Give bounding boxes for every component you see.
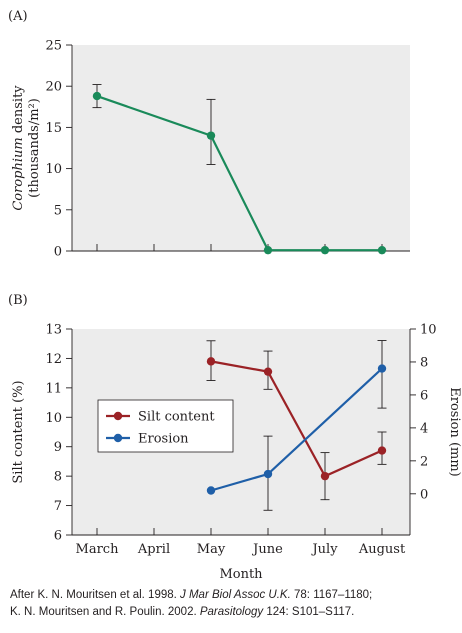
panel-b-right-tick-label: 8 bbox=[420, 355, 428, 370]
panel-b-erosion-point bbox=[263, 469, 273, 479]
panel-b-x-tick-label: May bbox=[197, 542, 226, 557]
panel-a-density-point bbox=[263, 245, 273, 255]
panel-a-left-tick-label: 20 bbox=[45, 80, 62, 95]
panel-a-density-point bbox=[92, 91, 102, 101]
panel-b-x-tick-label: June bbox=[251, 542, 283, 557]
panel-b-erosion-point bbox=[377, 364, 387, 373]
panel-a-left-tick-label: 5 bbox=[54, 203, 62, 218]
panel-b-x-axis-label: Month bbox=[219, 567, 263, 582]
panel-a-density-point bbox=[377, 245, 387, 255]
panel-b-right-tick-label: 10 bbox=[420, 323, 437, 338]
panel-b-label: (B) bbox=[8, 293, 28, 308]
panel-b-right-tick-label: 6 bbox=[420, 388, 428, 403]
panel-b-left-tick-label: 8 bbox=[54, 470, 62, 485]
panel-b: (B) 6 7 8 9 10 11 12 13 0 2 4 6 8 10 March April May June… bbox=[8, 293, 462, 582]
panel-b-x-tick-label: March bbox=[76, 542, 120, 557]
panel-b-left-tick-label: 6 bbox=[54, 529, 62, 544]
legend-box bbox=[97, 399, 234, 453]
panel-b-x-tick-label: April bbox=[137, 542, 170, 557]
panel-a-y-axis-label-units: (thousands/m²) bbox=[27, 98, 42, 198]
panel-a-density-point bbox=[206, 131, 216, 140]
panel-b-right-axis-label: Erosion (mm) bbox=[447, 387, 462, 477]
panel-a: (A) 0 5 10 15 20 25 Corophium density (thousa… bbox=[8, 9, 410, 260]
panel-b-right-tick-label: 0 bbox=[420, 487, 428, 502]
source-line-1: After K. N. Mouritsen et al. 1998. J Mar… bbox=[10, 589, 373, 601]
source-line-2: K. N. Mouritsen and R. Poulin. 2002. Par… bbox=[10, 606, 355, 618]
legend-erosion-marker bbox=[113, 433, 123, 443]
legend-silt-label: Silt content bbox=[138, 410, 215, 425]
panel-b-left-tick-label: 9 bbox=[54, 440, 62, 455]
panel-a-label: (A) bbox=[8, 9, 28, 24]
source-citation: After K. N. Mouritsen et al. 1998. J Mar… bbox=[10, 587, 450, 621]
legend-silt-marker bbox=[113, 411, 123, 421]
panel-b-silt-line bbox=[210, 360, 383, 478]
panel-b-left-tick-label: 7 bbox=[54, 499, 62, 514]
panel-b-silt-point bbox=[377, 446, 387, 455]
panel-a-left-tick-label: 15 bbox=[45, 121, 62, 136]
panel-b-left-tick-label: 12 bbox=[45, 352, 62, 367]
legend: Silt content Erosion bbox=[97, 399, 234, 453]
panel-b-silt-point bbox=[206, 357, 216, 366]
panel-a-left-tick-label: 10 bbox=[45, 162, 62, 177]
panel-b-left-tick-label: 10 bbox=[45, 411, 62, 426]
panel-a-left-tick-label: 25 bbox=[45, 39, 62, 54]
panel-b-x-tick-label: August bbox=[358, 542, 406, 557]
panel-b-right-tick-label: 2 bbox=[420, 454, 428, 469]
panel-b-erosion-point bbox=[206, 486, 216, 495]
panel-b-x-tick-label: July bbox=[310, 542, 338, 557]
panel-a-y-axis-label: Corophium density bbox=[11, 85, 26, 211]
panel-b-silt-point bbox=[263, 367, 273, 376]
panel-a-left-tick-label: 0 bbox=[54, 245, 62, 260]
panel-a-density-point bbox=[320, 245, 330, 255]
panel-b-left-axis-label: Silt content (%) bbox=[11, 380, 26, 483]
panel-b-left-tick-label: 11 bbox=[45, 381, 62, 396]
legend-erosion-label: Erosion bbox=[138, 432, 189, 447]
panel-a-plot-area bbox=[72, 45, 410, 251]
panel-b-right-tick-label: 4 bbox=[420, 421, 428, 436]
panel-b-silt-point bbox=[320, 471, 330, 481]
panel-b-left-tick-label: 13 bbox=[45, 323, 62, 338]
